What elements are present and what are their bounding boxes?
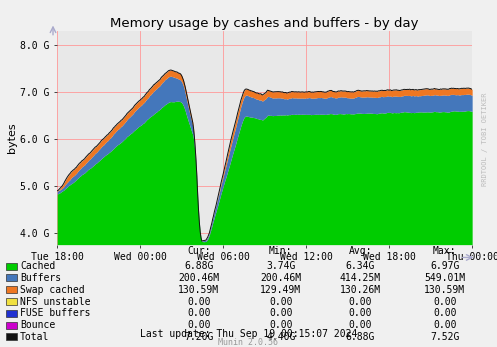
Text: NFS unstable: NFS unstable bbox=[20, 297, 90, 306]
Text: 200.46M: 200.46M bbox=[260, 273, 301, 283]
Text: Avg:: Avg: bbox=[348, 246, 372, 256]
Text: 6.97G: 6.97G bbox=[430, 261, 460, 271]
Text: FUSE buffers: FUSE buffers bbox=[20, 308, 90, 318]
Text: 6.34G: 6.34G bbox=[345, 261, 375, 271]
Text: 0.00: 0.00 bbox=[433, 297, 457, 306]
Text: Munin 2.0.56: Munin 2.0.56 bbox=[219, 338, 278, 347]
Text: Buffers: Buffers bbox=[20, 273, 61, 283]
Text: 0.00: 0.00 bbox=[348, 320, 372, 330]
Text: 7.52G: 7.52G bbox=[430, 332, 460, 342]
Text: 3.74G: 3.74G bbox=[266, 261, 296, 271]
Text: 130.59M: 130.59M bbox=[178, 285, 219, 295]
Text: 129.49M: 129.49M bbox=[260, 285, 301, 295]
Text: 130.26M: 130.26M bbox=[340, 285, 381, 295]
Text: Swap cached: Swap cached bbox=[20, 285, 84, 295]
Text: 0.00: 0.00 bbox=[187, 320, 211, 330]
Y-axis label: bytes: bytes bbox=[7, 122, 17, 153]
Text: 0.00: 0.00 bbox=[269, 297, 293, 306]
Text: Bounce: Bounce bbox=[20, 320, 55, 330]
Text: 414.25M: 414.25M bbox=[340, 273, 381, 283]
Text: Last update: Thu Sep 19 00:15:07 2024: Last update: Thu Sep 19 00:15:07 2024 bbox=[140, 329, 357, 339]
Text: 200.46M: 200.46M bbox=[178, 273, 219, 283]
Text: 0.00: 0.00 bbox=[433, 308, 457, 318]
Text: 0.00: 0.00 bbox=[348, 297, 372, 306]
Text: 0.00: 0.00 bbox=[433, 320, 457, 330]
Text: 0.00: 0.00 bbox=[187, 297, 211, 306]
Text: 0.00: 0.00 bbox=[269, 320, 293, 330]
Text: 0.00: 0.00 bbox=[187, 308, 211, 318]
Text: 7.20G: 7.20G bbox=[184, 332, 214, 342]
Text: 6.88G: 6.88G bbox=[345, 332, 375, 342]
Text: 549.01M: 549.01M bbox=[424, 273, 465, 283]
Text: Total: Total bbox=[20, 332, 49, 342]
Text: Cur:: Cur: bbox=[187, 246, 211, 256]
Text: Min:: Min: bbox=[269, 246, 293, 256]
Text: 6.88G: 6.88G bbox=[184, 261, 214, 271]
Text: 4.40G: 4.40G bbox=[266, 332, 296, 342]
Text: Max:: Max: bbox=[433, 246, 457, 256]
Text: Cached: Cached bbox=[20, 261, 55, 271]
Text: 130.59M: 130.59M bbox=[424, 285, 465, 295]
Text: 0.00: 0.00 bbox=[348, 308, 372, 318]
Text: RRDTOOL / TOBI OETIKER: RRDTOOL / TOBI OETIKER bbox=[482, 92, 488, 186]
Text: 0.00: 0.00 bbox=[269, 308, 293, 318]
Title: Memory usage by cashes and buffers - by day: Memory usage by cashes and buffers - by … bbox=[110, 17, 419, 30]
